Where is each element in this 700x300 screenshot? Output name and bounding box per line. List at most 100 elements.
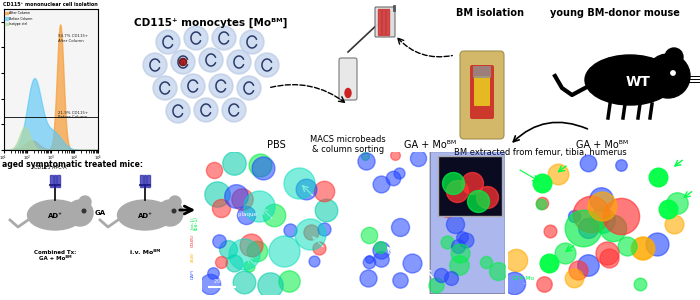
Text: GA + Moᴮᴹ: GA + Moᴮᴹ	[576, 140, 628, 151]
Circle shape	[222, 98, 246, 122]
Point	[616, 163, 627, 167]
Circle shape	[257, 55, 276, 75]
Circle shape	[229, 52, 248, 72]
FancyArrowPatch shape	[180, 206, 192, 214]
Point	[435, 273, 447, 278]
Point	[672, 201, 683, 206]
FancyBboxPatch shape	[430, 152, 505, 294]
Point	[238, 279, 249, 284]
Bar	[144, 175, 146, 187]
Circle shape	[145, 55, 164, 75]
Point	[304, 232, 316, 236]
Text: i.v. Moᴮᴹ: i.v. Moᴮᴹ	[130, 250, 160, 255]
Point	[216, 205, 227, 210]
Point	[481, 260, 492, 265]
FancyArrowPatch shape	[513, 122, 587, 142]
Point	[544, 229, 555, 234]
Point	[560, 250, 571, 255]
Point	[244, 263, 255, 268]
Point	[652, 242, 663, 247]
Point	[492, 268, 503, 273]
Circle shape	[172, 209, 176, 213]
Point	[537, 201, 548, 206]
Point	[596, 203, 608, 208]
Text: Iba-1/: Iba-1/	[190, 217, 195, 229]
Circle shape	[155, 78, 175, 98]
Circle shape	[227, 50, 251, 74]
Point	[452, 244, 463, 249]
Point	[535, 202, 546, 207]
FancyBboxPatch shape	[473, 66, 491, 78]
Point	[363, 256, 374, 261]
Circle shape	[171, 50, 195, 74]
Circle shape	[169, 196, 181, 208]
Point	[472, 163, 483, 168]
Point	[318, 227, 330, 232]
FancyBboxPatch shape	[474, 76, 490, 106]
Circle shape	[143, 53, 167, 77]
Point	[363, 275, 374, 280]
Point	[596, 218, 608, 222]
Point	[393, 170, 405, 175]
Text: CD45/: CD45/	[190, 233, 195, 247]
Text: CD115⁺ monocytes [Moᴮᴹ]: CD115⁺ monocytes [Moᴮᴹ]	[134, 18, 288, 28]
Text: Aβ plaque: Aβ plaque	[229, 212, 257, 217]
Point	[230, 193, 241, 198]
Point	[241, 212, 252, 217]
Point	[511, 257, 522, 262]
Point	[482, 195, 493, 200]
Point	[389, 153, 400, 158]
Point	[395, 225, 406, 230]
Circle shape	[646, 54, 690, 98]
Point	[572, 268, 583, 273]
Point	[483, 191, 494, 196]
Point	[455, 250, 466, 255]
Text: —: —	[523, 281, 527, 285]
Point	[456, 235, 468, 239]
Point	[376, 182, 387, 186]
Point	[321, 207, 332, 212]
Circle shape	[209, 74, 233, 98]
Point	[388, 176, 399, 180]
Point	[313, 245, 324, 250]
Point	[452, 189, 463, 194]
Text: Aβ plaque: Aβ plaque	[626, 220, 654, 225]
Point	[536, 180, 547, 185]
Circle shape	[199, 48, 223, 72]
Point	[375, 247, 386, 252]
Text: BM extracted from femur, tibia, humerus: BM extracted from femur, tibia, humerus	[454, 148, 626, 157]
Point	[538, 282, 550, 287]
Point	[211, 192, 223, 197]
Point	[445, 276, 456, 280]
Circle shape	[665, 48, 683, 66]
Point	[238, 252, 249, 256]
Point	[473, 199, 484, 204]
Circle shape	[153, 76, 177, 100]
Circle shape	[237, 76, 261, 100]
Bar	[386, 9, 389, 35]
Point	[306, 230, 317, 235]
Circle shape	[67, 200, 93, 226]
Point	[214, 238, 225, 243]
Circle shape	[201, 50, 220, 70]
Text: 94.7% CD115+
After Column: 94.7% CD115+ After Column	[58, 34, 88, 43]
Point	[582, 262, 594, 267]
Circle shape	[214, 28, 234, 48]
Text: Iba-1/: Iba-1/	[193, 216, 198, 230]
Point	[596, 196, 607, 201]
Circle shape	[79, 196, 91, 208]
Point	[442, 207, 453, 212]
Point	[246, 243, 257, 248]
Point	[467, 180, 478, 185]
Point	[284, 227, 295, 232]
Bar	[438, 156, 503, 216]
FancyBboxPatch shape	[375, 7, 395, 37]
FancyArrowPatch shape	[271, 85, 344, 102]
Legend: After Column, Before Column, Isotype ctrl: After Column, Before Column, Isotype ctr…	[5, 11, 32, 26]
Point	[364, 233, 375, 238]
Point	[430, 283, 442, 288]
Text: young BM-donor mouse: young BM-donor mouse	[550, 8, 680, 18]
Point	[636, 245, 648, 250]
FancyBboxPatch shape	[460, 51, 504, 139]
Text: aged symptomatic treated mice:: aged symptomatic treated mice:	[1, 160, 143, 169]
